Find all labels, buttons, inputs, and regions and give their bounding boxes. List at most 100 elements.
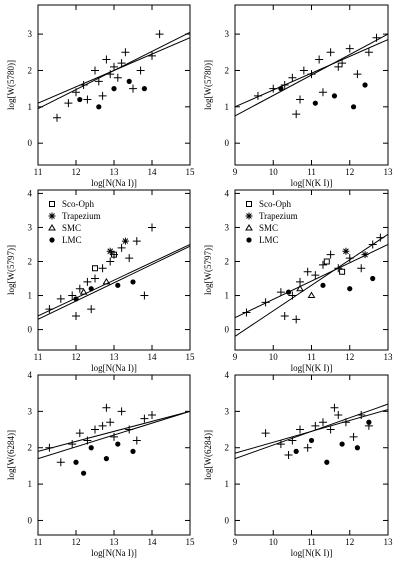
point — [269, 84, 278, 93]
point — [292, 315, 301, 324]
point — [121, 237, 129, 245]
y-axis-label: log[W(5797)] — [203, 245, 213, 295]
point — [354, 445, 360, 451]
point — [284, 451, 293, 459]
point — [311, 421, 320, 430]
x-tick-label: 12 — [72, 352, 81, 362]
y-tick-label: 0 — [225, 515, 230, 525]
point — [342, 247, 350, 255]
point — [106, 257, 115, 266]
point — [79, 81, 88, 89]
y-tick-label: 1 — [225, 102, 230, 112]
x-axis-label: log[N(K I)] — [291, 548, 333, 558]
legend-entry: LMC — [259, 235, 279, 245]
x-tick-label: 13 — [384, 537, 394, 547]
point — [311, 271, 320, 280]
legend-label: Sco-Oph — [62, 199, 94, 209]
y-tick-label: 3 — [28, 29, 33, 39]
x-tick-label: 14 — [148, 167, 158, 177]
point — [117, 59, 126, 68]
y-axis-label: log[W(5797)] — [6, 245, 16, 295]
x-tick-label: 13 — [110, 537, 120, 547]
point — [296, 284, 304, 292]
y-axis-label: log[W(6284)] — [6, 430, 16, 480]
point — [364, 48, 373, 57]
y-tick-label: 3 — [225, 222, 230, 232]
point — [132, 436, 141, 445]
y-tick-label: 1 — [28, 291, 33, 301]
point — [288, 291, 297, 300]
point — [88, 286, 94, 292]
point — [91, 66, 99, 75]
point — [110, 432, 118, 441]
point — [96, 104, 102, 110]
point — [111, 251, 117, 258]
plot-frame — [234, 374, 389, 536]
y-tick-label: 0 — [28, 138, 33, 148]
point — [117, 407, 126, 416]
point — [117, 243, 126, 252]
point — [307, 70, 316, 79]
y-tick-label: 4 — [28, 188, 33, 198]
x-tick-label: 11 — [307, 352, 316, 362]
x-tick-label: 15 — [186, 167, 196, 177]
legend-entry: Sco-Oph — [62, 199, 94, 209]
y-tick-label: 0 — [28, 515, 33, 525]
y-tick-label: 4 — [28, 370, 33, 380]
point — [376, 233, 385, 242]
y-axis-label: log[W(6284)] — [203, 430, 213, 480]
point — [110, 250, 118, 259]
y-tick-label: 4 — [225, 370, 230, 380]
point — [98, 421, 107, 430]
point — [140, 291, 149, 300]
legend-symbol — [48, 224, 56, 231]
point — [91, 274, 99, 283]
point — [73, 296, 79, 302]
y-tick-label: 2 — [28, 256, 33, 266]
x-axis-label: log[N(Na I)] — [91, 363, 137, 373]
point — [350, 104, 357, 110]
plot-frame — [37, 189, 191, 351]
y-axis-label: log[W(5780)] — [6, 60, 16, 110]
y-tick-label: 2 — [28, 65, 33, 75]
legend-symbol — [49, 237, 55, 243]
legend-label: Trapezium — [259, 211, 298, 221]
y-tick-label: 3 — [28, 222, 33, 232]
point — [91, 425, 99, 434]
y-tick-label: 0 — [28, 325, 33, 335]
point — [331, 93, 338, 99]
point — [56, 294, 65, 303]
x-tick-label: 15 — [186, 352, 196, 362]
point — [83, 436, 92, 445]
point — [75, 284, 84, 293]
point — [94, 77, 103, 86]
point — [296, 425, 305, 434]
fit-line — [38, 245, 190, 320]
point — [326, 425, 335, 434]
x-tick-label: 11 — [34, 537, 43, 547]
point — [324, 459, 330, 465]
point — [83, 95, 92, 104]
y-tick-label: 0 — [225, 325, 230, 335]
point — [136, 66, 145, 75]
fit-line — [38, 244, 190, 317]
x-axis-label: log[N(Na I)] — [91, 548, 137, 558]
point — [110, 62, 118, 71]
point — [102, 55, 111, 64]
x-tick-label: 12 — [72, 167, 81, 177]
point — [372, 33, 381, 42]
point — [361, 251, 369, 259]
point — [56, 458, 65, 467]
point — [98, 91, 107, 100]
point — [126, 78, 132, 84]
y-tick-label: 2 — [225, 65, 230, 75]
point — [349, 432, 358, 441]
plot-frame — [37, 374, 191, 536]
x-tick-label: 10 — [269, 352, 279, 362]
legend-symbol — [246, 201, 252, 207]
point — [320, 282, 326, 288]
x-tick-label: 13 — [110, 352, 120, 362]
point — [130, 279, 136, 285]
y-tick-label: 4 — [225, 188, 230, 198]
point — [130, 448, 136, 454]
